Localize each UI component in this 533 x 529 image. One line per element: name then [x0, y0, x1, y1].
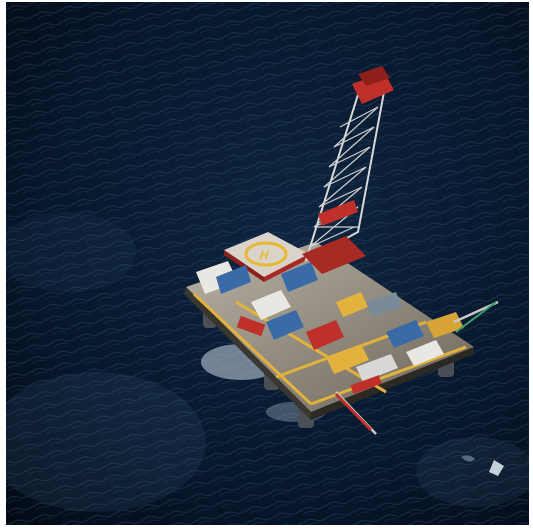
derrick-band — [318, 200, 358, 226]
rig-deck-edge — [311, 347, 474, 420]
sea-glint — [6, 212, 136, 292]
derrick — [302, 66, 394, 274]
offshore-rig-photo: H — [6, 2, 529, 525]
sea-glint — [6, 372, 206, 512]
derrick-crown-top — [358, 66, 390, 86]
flare-boom — [455, 301, 497, 333]
foam-patch — [461, 455, 475, 462]
helideck — [224, 232, 309, 277]
rig-deck-edge — [184, 287, 311, 420]
helideck-circle — [244, 241, 288, 267]
helideck-edge — [264, 254, 309, 282]
sea-glint — [416, 437, 529, 507]
deck-equipment — [196, 261, 464, 394]
foam-patch — [489, 460, 504, 476]
crane-boom-red — [334, 392, 373, 432]
derrick-drill-floor — [302, 236, 366, 274]
